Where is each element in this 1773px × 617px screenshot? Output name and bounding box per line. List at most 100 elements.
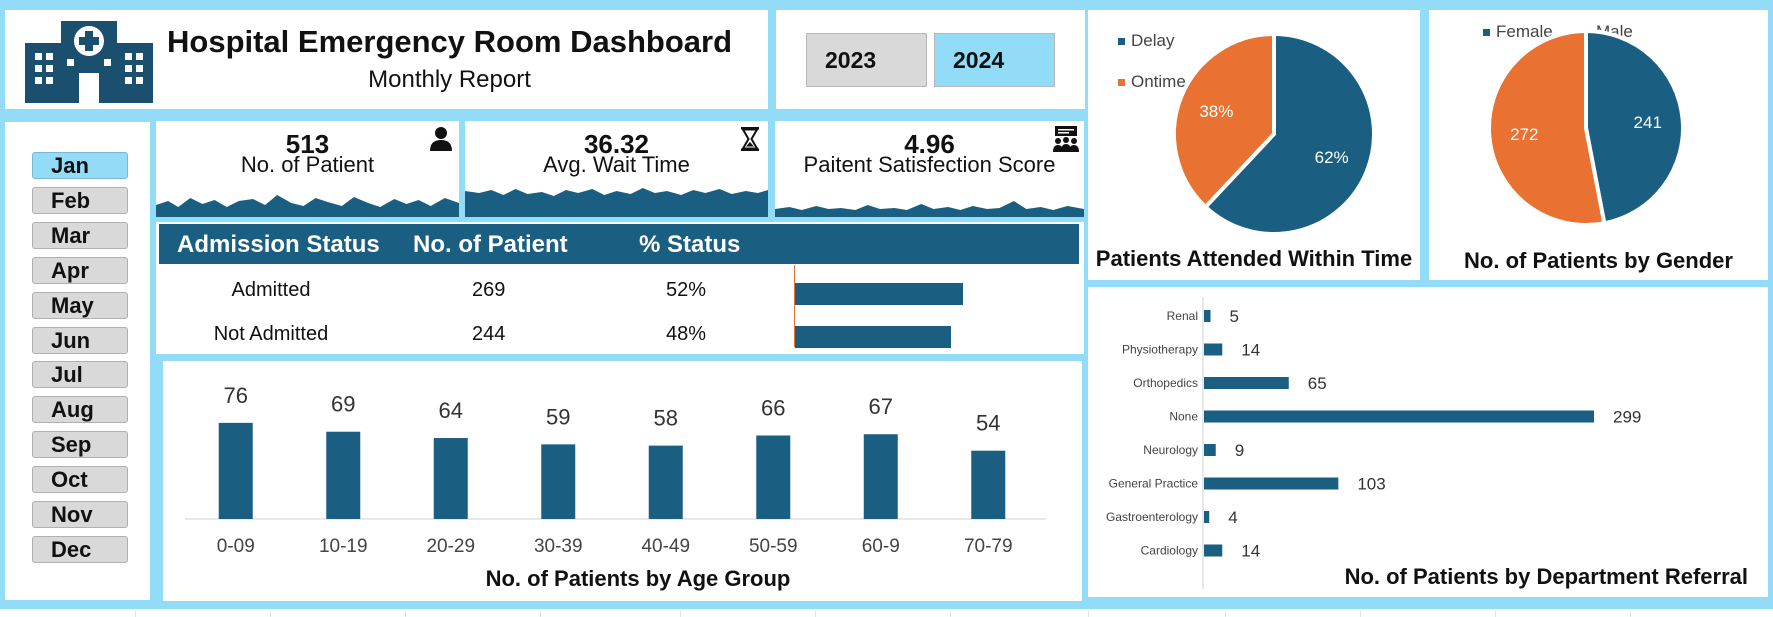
kpi-sparkline bbox=[465, 188, 768, 217]
month-button-aug[interactable]: Aug bbox=[32, 396, 128, 424]
y-tick-label: General Practice bbox=[1109, 477, 1199, 491]
kpi-value: 4.96 bbox=[904, 129, 955, 159]
gender-panel: Female Male 241 272 No. of Patients by Ge… bbox=[1429, 10, 1768, 280]
kpi-card-satisfaction: 4.96 Paitent Satisfection Score bbox=[775, 121, 1084, 217]
admission-table-header: Admission Status No. of Patient % Status bbox=[159, 224, 1079, 264]
x-tick-label: 0-09 bbox=[217, 536, 255, 557]
legend-swatch bbox=[1118, 38, 1125, 46]
admission-count-cell: 244 bbox=[472, 323, 506, 345]
y-tick-label: Gastroenterology bbox=[1106, 510, 1198, 524]
month-slicer: Jan Feb Mar Apr May Jun Jul Aug Sep Oct … bbox=[5, 122, 150, 600]
slice-label: 62% bbox=[1315, 148, 1349, 167]
month-button-jun[interactable]: Jun bbox=[32, 326, 128, 354]
slice-label: 272 bbox=[1510, 125, 1538, 144]
admission-status-panel: Admission Status No. of Patient % Status… bbox=[156, 222, 1084, 354]
age-group-chart-panel: 76 0-09 69 10-19 64 20-29 59 30-39 58 40-49 66 50-5… bbox=[163, 361, 1082, 601]
year-slicer: 2023 2024 bbox=[776, 10, 1085, 109]
kpi-label: No. of Patient bbox=[240, 152, 375, 177]
age-bar bbox=[433, 438, 468, 519]
year-button-2024[interactable]: 2024 bbox=[934, 33, 1055, 87]
department-bar bbox=[1204, 410, 1594, 423]
data-label: 14 bbox=[1241, 542, 1260, 561]
column-header: Admission Status bbox=[177, 231, 380, 258]
month-button-jan[interactable]: Jan bbox=[32, 152, 128, 179]
month-button-apr[interactable]: Apr bbox=[32, 256, 128, 284]
legend-label: Delay bbox=[1131, 31, 1175, 50]
month-button-feb[interactable]: Feb bbox=[32, 186, 128, 214]
data-label: 4 bbox=[1228, 508, 1237, 527]
year-button-2023[interactable]: 2023 bbox=[806, 33, 927, 87]
chart-title: No. of Patients by Department Referral bbox=[1344, 564, 1748, 589]
pie-slice bbox=[1487, 28, 1607, 227]
department-bar bbox=[1204, 343, 1223, 356]
admission-status-cell: Admitted bbox=[231, 279, 311, 301]
data-label: 64 bbox=[439, 398, 463, 423]
data-label: 54 bbox=[976, 411, 1000, 436]
x-tick-label: 30-39 bbox=[534, 536, 583, 557]
data-label: 299 bbox=[1613, 408, 1641, 427]
person-icon bbox=[430, 127, 452, 151]
admission-pct-cell: 48% bbox=[666, 323, 707, 345]
legend-label: Ontime bbox=[1131, 72, 1186, 91]
hospital-icon bbox=[25, 21, 153, 103]
data-label: 58 bbox=[654, 406, 678, 431]
hourglass-icon bbox=[741, 127, 759, 151]
data-label: 59 bbox=[546, 404, 570, 429]
department-bar bbox=[1204, 544, 1223, 557]
month-button-nov[interactable]: Nov bbox=[32, 501, 128, 528]
age-bar bbox=[756, 435, 791, 519]
y-tick-label: Renal bbox=[1167, 309, 1198, 323]
kpi-value: 513 bbox=[285, 129, 330, 159]
x-tick-label: 70-79 bbox=[964, 536, 1013, 557]
month-button-oct[interactable]: Oct bbox=[32, 466, 128, 494]
month-button-sep[interactable]: Sep bbox=[32, 431, 128, 459]
y-tick-label: None bbox=[1169, 410, 1198, 424]
pie-slice bbox=[1172, 31, 1276, 210]
age-bar bbox=[863, 434, 898, 519]
department-bar bbox=[1204, 511, 1210, 523]
month-button-mar[interactable]: Mar bbox=[32, 221, 128, 249]
column-header: % Status bbox=[639, 231, 741, 258]
x-tick-label: 50-59 bbox=[749, 536, 798, 557]
department-bar bbox=[1204, 477, 1339, 490]
data-label: 76 bbox=[224, 383, 248, 408]
data-label: 103 bbox=[1357, 475, 1385, 494]
kpi-card-patients: 513 No. of Patient bbox=[156, 121, 459, 217]
gender-pie: 241 272 bbox=[1487, 28, 1685, 227]
department-referral-panel: Renal 5 Physiotherapy 14 Orthopedics 65 None 29… bbox=[1088, 287, 1768, 597]
age-bar bbox=[648, 445, 683, 519]
department-referral-chart: Renal 5 Physiotherapy 14 Orthopedics 65 None 29… bbox=[1106, 297, 1641, 589]
age-group-chart: 76 0-09 69 10-19 64 20-29 59 30-39 58 40-49 66 50-5… bbox=[185, 383, 1046, 591]
data-label: 9 bbox=[1235, 441, 1244, 460]
age-bar bbox=[541, 444, 576, 519]
pie-slice bbox=[1584, 28, 1685, 226]
month-button-may[interactable]: May bbox=[32, 291, 128, 319]
attended-time-panel: Delay Ontime 62% 38% Patients Attended Wi… bbox=[1088, 10, 1420, 280]
x-tick-label: 10-19 bbox=[319, 536, 368, 557]
x-tick-label: 60-9 bbox=[862, 536, 900, 557]
chart-title: No. of Patients by Age Group bbox=[486, 566, 791, 591]
kpi-card-wait-time: 36.32 Avg. Wait Time bbox=[465, 121, 768, 217]
chart-title: Patients Attended Within Time bbox=[1095, 246, 1413, 271]
header-panel: Hospital Emergency Room Dashboard Monthl… bbox=[5, 10, 768, 109]
data-label: 66 bbox=[761, 396, 785, 421]
month-button-dec[interactable]: Dec bbox=[32, 535, 128, 563]
admission-pct-bar bbox=[795, 326, 951, 348]
kpi-sparkline bbox=[156, 195, 459, 217]
pie-slice bbox=[1202, 31, 1376, 236]
dashboard-title: Hospital Emergency Room Dashboard bbox=[167, 24, 733, 59]
y-tick-label: Orthopedics bbox=[1133, 376, 1198, 390]
admission-pct-bar bbox=[795, 283, 964, 305]
y-tick-label: Neurology bbox=[1143, 443, 1198, 457]
department-bar bbox=[1204, 310, 1211, 322]
kpi-sparkline bbox=[775, 201, 1084, 217]
legend-item: Delay bbox=[1118, 31, 1174, 51]
slice-label: 38% bbox=[1199, 102, 1233, 121]
admission-pct-cell: 52% bbox=[666, 279, 707, 301]
legend-item: Female bbox=[1483, 22, 1553, 42]
slice-label: 241 bbox=[1634, 113, 1662, 132]
y-tick-label: Cardiology bbox=[1141, 544, 1198, 558]
month-button-jul[interactable]: Jul bbox=[32, 361, 128, 389]
department-bar bbox=[1204, 377, 1289, 389]
age-bar bbox=[971, 450, 1006, 519]
